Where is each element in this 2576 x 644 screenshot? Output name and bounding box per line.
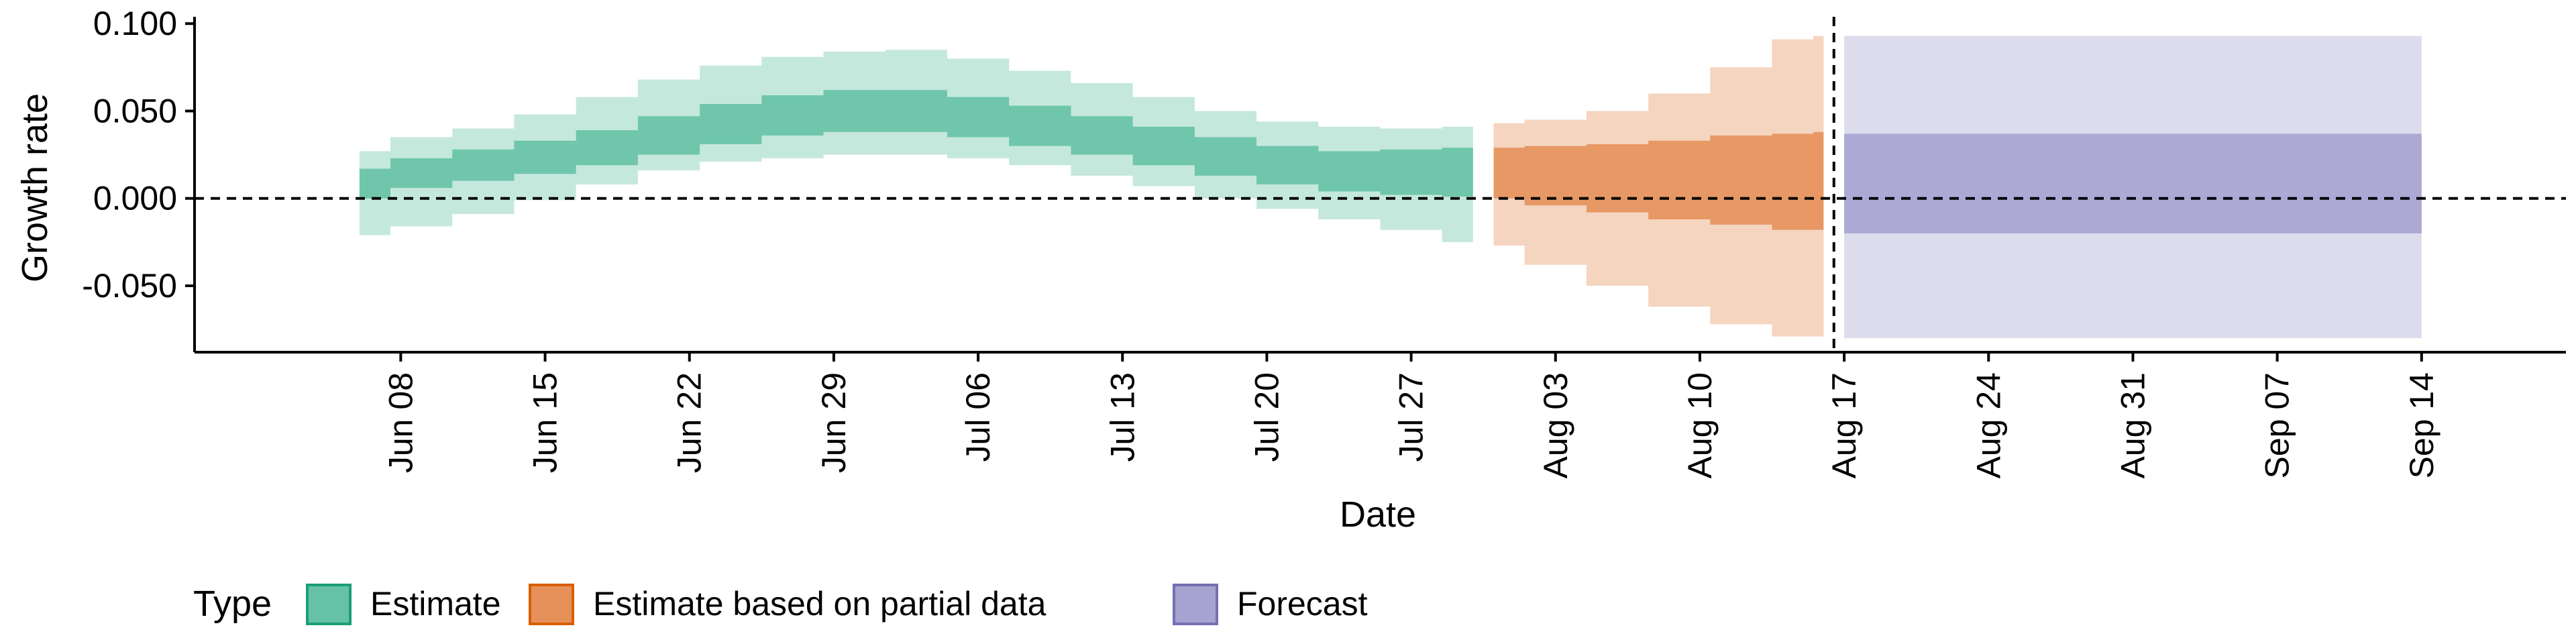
y-tick-label: 0.100 [93,5,177,42]
legend-key-estimate [306,584,352,625]
x-tick-label: Aug 24 [1970,372,2007,478]
y-axis-label: Growth rate [15,93,55,282]
band-layer [359,36,2422,339]
axes: 0.100 0.050 0.000 -0.050 Jun 08 Jun 15 Jun 22 J… [82,5,2566,478]
y-tick-label: -0.050 [82,267,177,305]
x-tick-label: Sep 07 [2259,372,2296,478]
estimate-band-90 [359,50,1473,242]
x-tick-label: Aug 31 [2114,372,2151,478]
legend-label-estimate: Estimate [370,585,501,623]
estimate-band-50 [359,90,1473,199]
x-tick-label: Jul 06 [959,372,997,462]
x-tick-label: Jul 13 [1104,372,1141,462]
x-tick-label: Jul 27 [1393,372,1430,462]
estimate-based-on-partial-data-band-50 [1493,131,1824,230]
x-tick-label: Jun 15 [527,372,564,473]
x-tick-label: Jun 22 [671,372,708,473]
legend-title: Type [193,584,272,624]
x-tick-label: Sep 14 [2403,372,2440,478]
y-tick-label: 0.050 [93,92,177,129]
y-tick-label: 0.000 [93,180,177,217]
x-tick-label: Jul 20 [1248,372,1285,462]
legend-label-forecast: Forecast [1237,585,1368,623]
reference-lines [195,17,2566,352]
x-axis-label: Date [1340,494,1416,535]
legend: Type Estimate Estimate based on partial d… [193,584,1368,625]
x-tick-label: Jun 29 [815,372,853,473]
x-tick-label: Jun 08 [382,372,419,473]
legend-label-estimate-based-on-partial-data: Estimate based on partial data [593,585,1046,623]
x-tick-label: Aug 10 [1681,372,1719,478]
forecast-band-50 [1844,133,2422,233]
x-tick-label: Aug 03 [1537,372,1574,478]
legend-key-forecast [1173,584,1218,625]
x-tick-label: Aug 17 [1825,372,1863,478]
legend-key-estimate-based-on-partial-data [529,584,574,625]
